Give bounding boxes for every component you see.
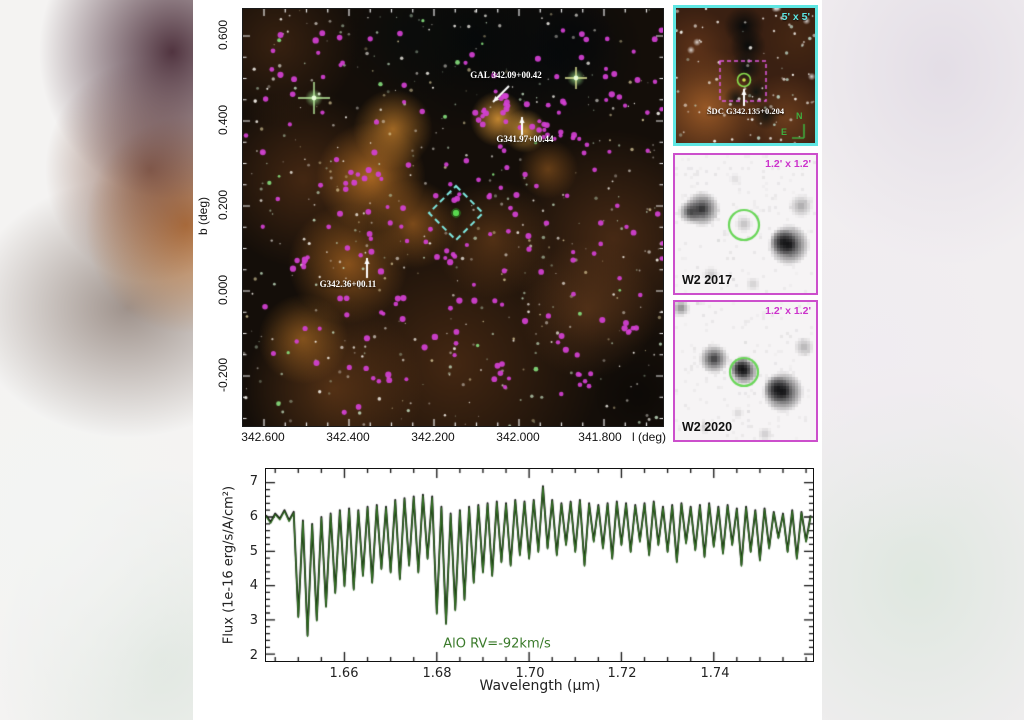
spectrum-annotation: AlO RV=-92km/s [443,636,551,652]
spectrum-x-tick-label: 1.68 [422,666,452,681]
x-tick-label: 342.400 [326,430,370,444]
y-axis-label: b (deg) [196,196,210,236]
spectrum-y-tick-label: 4 [249,578,258,593]
spectrum-x-tick-label: 1.66 [329,666,359,681]
x-axis-label: l (deg) [632,430,667,444]
y-tick-label: 0.200 [216,189,230,221]
sky-map-image [243,9,663,426]
x-tick-label: 342.200 [411,430,455,444]
annotation-g34236: G342.36+00.11 [319,279,377,289]
w2-2017-epoch-label: W2 2017 [682,273,733,287]
spectrum-x-tick-label: 1.74 [700,666,730,681]
w2-2017-image [675,155,816,293]
w2-2017-inset: 1.2' x 1.2' W2 2017 [673,153,818,295]
y-tick-label: 0.600 [216,19,230,51]
annotation-g34197: G341.97+00.44 [496,134,554,144]
w2-2020-fov-label: 1.2' x 1.2' [765,305,811,317]
spectrum-y-tick-label: 5 [249,544,258,559]
y-tick-label: -0.200 [216,357,230,393]
y-tick-label: 0.000 [216,274,230,306]
w2-2020-epoch-label: W2 2020 [682,420,733,434]
spectrum-y-tick-label: 2 [249,648,258,663]
finder-inset: 5' x 5' SDC G342.135+0.204 N E [673,5,818,146]
spectrum-x-axis-label: Wavelength (μm) [479,678,601,694]
x-tick-label: 342.600 [241,430,285,444]
spectrum-y-axis-label: Flux (1e-16 erg/s/A/cm²) [221,485,237,645]
blurred-letterbox-right [822,0,1024,720]
compass-east-label: E [781,127,788,137]
spectrum-x-tick-label: 1.72 [607,666,637,681]
w2-2020-inset: 1.2' x 1.2' W2 2020 [673,300,818,442]
x-tick-label: 342.000 [496,430,540,444]
w2-2017-fov-label: 1.2' x 1.2' [765,158,811,170]
finder-fov-label: 5' x 5' [781,11,810,23]
spectrum-y-tick-label: 3 [249,613,258,628]
spectrum-panel [265,468,814,662]
finder-target-label: SDC G342.135+0.204 [706,106,785,116]
annotation-gal-34209: GAL 342.09+00.42 [470,70,542,80]
x-tick-label: 341.800 [578,430,622,444]
sky-map-panel: GAL 342.09+00.42 G341.97+00.44 G342.36+0… [242,8,664,427]
y-tick-label: 0.400 [216,104,230,136]
compass-north-label: N [796,111,803,121]
w2-2020-image [675,302,816,440]
spectrum-x-tick-label: 1.70 [515,666,545,681]
spectrum-plot [266,469,813,661]
blurred-letterbox-left [0,0,193,720]
spectrum-y-tick-label: 6 [249,509,258,524]
spectrum-y-tick-label: 7 [249,474,258,489]
finder-image [676,8,815,143]
